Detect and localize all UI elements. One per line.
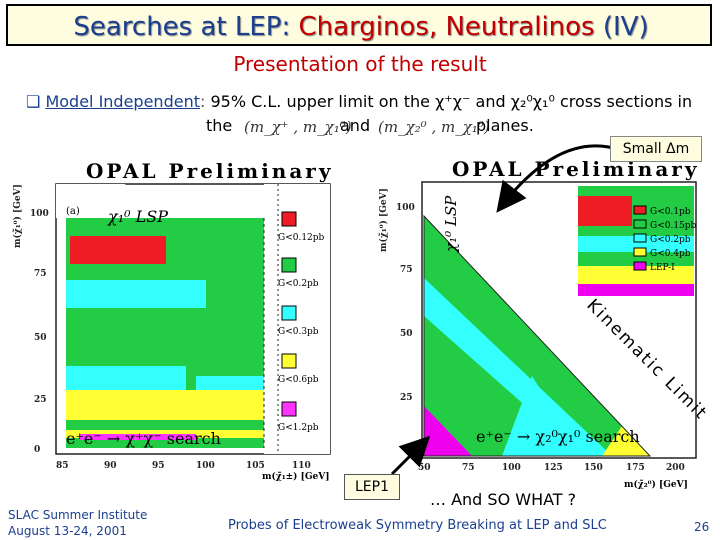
bullet-the: the [206,116,233,135]
y-axis-label: m(χ̃₁⁰) [GeV] [378,188,389,252]
x-axis-label: m(χ̃₂⁰) [GeV] [624,480,688,490]
math-chargino-plane: (m_χ⁺ , m_χ₁⁰) [244,118,352,136]
x-tick: 95 [152,461,165,471]
process-label: e⁺e⁻ → χ⁺χ⁻ search [66,429,221,448]
y-tick: 50 [34,333,47,343]
chargino-limit-plot: OPAL Preliminary G<0.12pb G<0.2pb G<0.3p… [12,159,333,471]
x-tick: 200 [666,463,685,473]
legend-label: G<0.6pb [278,375,319,385]
plot-frame [55,183,331,455]
bullet-and: and [340,116,371,135]
lep1-arrow [390,435,431,476]
y-tick: 75 [400,265,413,275]
x-tick: 150 [584,463,603,473]
neutralino-limit-plot: OPAL Preliminary G<0.1pb G<0.15pb G<0.2p… [378,157,711,473]
bullet-marker: ❑ [26,92,41,111]
title-box: Searches at LEP: Charginos, Neutralinos … [6,4,712,46]
legend-label: G<1.2pb [278,423,319,433]
legend-label: G<0.15pb [650,221,697,231]
page-number: 26 [694,520,710,534]
y-ticks: 25 50 75 100 [396,203,415,403]
footer-center: Probes of Electroweak Symmetry Breaking … [228,518,607,533]
bullet-text: 95% C.L. upper limit on the χ⁺χ⁻ and χ₂⁰… [210,92,693,111]
x-tick: 110 [292,461,311,471]
y-tick: 75 [34,269,47,279]
x-tick: 100 [502,463,521,473]
slide-title: Searches at LEP: Charginos, Neutralinos … [73,12,649,42]
y-tick: 25 [400,393,413,403]
y-axis-label: m(χ̃₁⁰) [GeV] [12,184,23,248]
lsp-label: χ₁⁰ LSP [442,195,460,253]
legend-label: G<0.4pb [650,249,691,259]
y-tick: 0 [34,445,40,455]
x-ticks: 50 75 100 125 150 175 200 [418,463,685,473]
lsp-label: χ₁⁰ LSP [107,207,168,226]
y-tick: 25 [34,395,47,405]
x-ticks: 85 90 95 100 105 110 [56,461,311,471]
opal-preliminary-header: OPAL Preliminary [86,159,333,183]
x-axis-label: m(χ̃₁±) [GeV] [262,472,330,482]
y-tick: 100 [30,209,49,219]
slide-subtitle: Presentation of the result [233,52,487,76]
legend-label: G<0.2pb [650,235,691,245]
model-independent-label: Model Independent [45,92,200,111]
x-tick: 50 [418,463,431,473]
legend-label: G<0.2pb [278,279,319,289]
x-tick: 175 [626,463,645,473]
legend-label: G<0.3pb [278,327,319,337]
footer-institute: SLAC Summer Institute [8,508,148,522]
x-tick: 100 [196,461,215,471]
so-what-text: … And SO WHAT ? [430,490,577,509]
small-dm-callout: Small Δm [610,136,702,162]
lep1-callout: LEP1 [344,474,400,500]
y-tick: 100 [396,203,415,213]
legend-label: G<0.12pb [278,233,325,243]
process-label: e⁺e⁻ → χ₂⁰χ₁⁰ search [476,427,640,446]
y-tick: 50 [400,329,413,339]
x-tick: 75 [462,463,475,473]
footer-dates: August 13-24, 2001 [8,524,127,538]
x-tick: 105 [246,461,265,471]
x-tick: 125 [544,463,563,473]
legend-label: G<0.1pb [650,207,691,217]
math-neutralino-plane: (m_χ₂⁰ , m_χ₁⁰) [378,118,490,136]
y-ticks: 0 25 50 75 100 [30,209,49,455]
bullet-line: ❑ Model Independent: 95% C.L. upper limi… [26,92,693,111]
x-tick: 90 [104,461,117,471]
small-dm-arrow [496,144,621,213]
panel-label: (a) [66,206,80,217]
x-tick: 85 [56,461,69,471]
bullet-planes: planes. [476,116,534,135]
legend-label: LEP-I [650,263,675,273]
